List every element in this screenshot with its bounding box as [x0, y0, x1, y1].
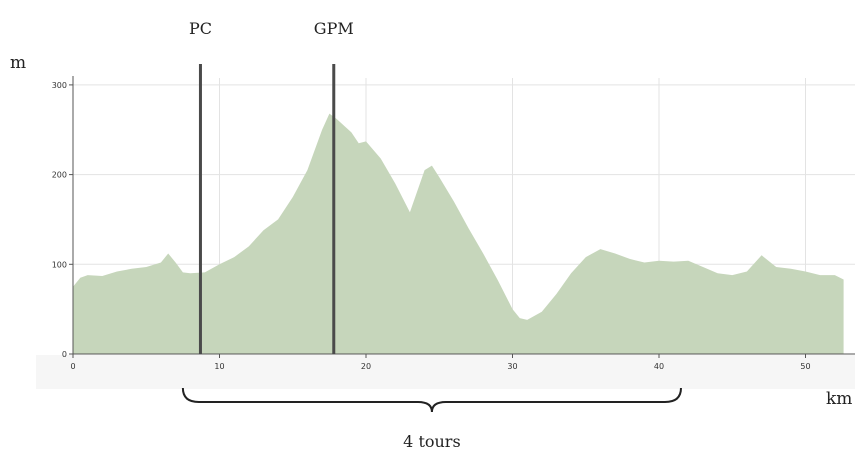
axes-layer: 0 100 200 300 0 10 20 30 40 50: [52, 76, 855, 371]
laps-brace: [181, 387, 682, 413]
y-tick-label-300: 300: [52, 81, 67, 90]
x-tick-label-50: 50: [800, 362, 810, 371]
grid-layer: [36, 78, 855, 389]
x-tick-label-30: 30: [507, 362, 517, 371]
marker-label-gpm: GPM: [314, 19, 354, 38]
x-tick-label-20: 20: [361, 362, 371, 371]
x-axis-label: km: [826, 389, 852, 409]
x-axis-band: [36, 355, 855, 389]
y-axis-label: m: [10, 53, 26, 73]
y-tick-label-0: 0: [62, 350, 67, 359]
laps-brace-label: 4 tours: [403, 432, 461, 451]
x-tick-label-10: 10: [214, 362, 224, 371]
y-tick-label-100: 100: [52, 260, 67, 269]
marker-layer: PC GPM: [189, 19, 354, 354]
y-tick-label-200: 200: [52, 171, 67, 180]
elevation-area: [73, 113, 844, 354]
marker-label-pc: PC: [189, 19, 212, 38]
x-tick-label-40: 40: [654, 362, 664, 371]
x-tick-label-0: 0: [70, 362, 75, 371]
